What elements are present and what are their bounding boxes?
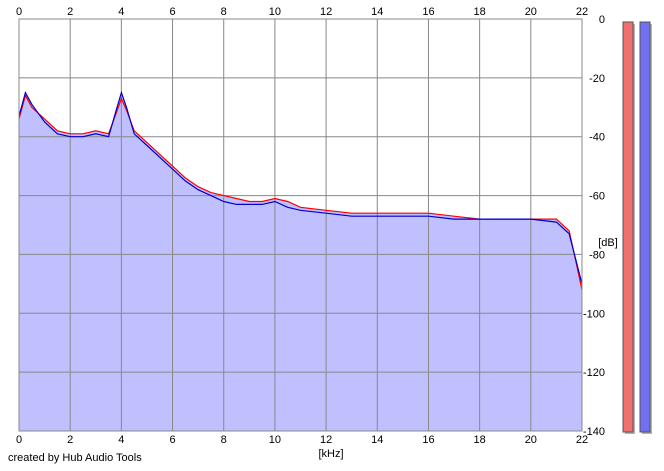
y-tick-label: -80 <box>589 249 605 261</box>
x-tick-label-bottom: 6 <box>169 434 175 446</box>
x-tick-label-top: 2 <box>67 6 73 18</box>
x-tick-label-top: 18 <box>474 6 486 18</box>
x-tick-label-bottom: 22 <box>576 434 588 446</box>
x-tick-label-top: 0 <box>16 6 22 18</box>
x-tick-label-top: 4 <box>118 6 124 18</box>
level-meter-blue <box>639 21 651 433</box>
y-tick-label: -60 <box>589 191 605 203</box>
y-tick-label: -140 <box>583 426 605 438</box>
x-tick-label-bottom: 4 <box>118 434 124 446</box>
y-tick-label: 0 <box>599 14 605 26</box>
plot-border <box>18 18 583 432</box>
series-line-blue <box>18 90 583 285</box>
y-axis-label: [dB] <box>598 237 618 249</box>
x-tick-label-bottom: 10 <box>269 434 281 446</box>
y-tick-label: -20 <box>589 73 605 85</box>
x-tick-label-bottom: 14 <box>371 434 383 446</box>
x-tick-label-top: 20 <box>525 6 537 18</box>
series-line-red <box>18 93 583 290</box>
x-tick-label-top: 8 <box>221 6 227 18</box>
spectrum-fill-area <box>19 92 582 431</box>
x-tick-label-bottom: 8 <box>221 434 227 446</box>
x-tick-label-bottom: 2 <box>67 434 73 446</box>
x-tick-label-top: 12 <box>320 6 332 18</box>
x-tick-label-top: 14 <box>371 6 383 18</box>
x-tick-label-top: 10 <box>269 6 281 18</box>
x-tick-label-bottom: 0 <box>16 434 22 446</box>
x-tick-label-bottom: 18 <box>474 434 486 446</box>
x-tick-label-bottom: 12 <box>320 434 332 446</box>
y-tick-label: -120 <box>583 367 605 379</box>
y-tick-label: -40 <box>589 132 605 144</box>
x-tick-label-top: 6 <box>169 6 175 18</box>
y-tick-label: -100 <box>583 308 605 320</box>
x-tick-label-bottom: 16 <box>422 434 434 446</box>
x-tick-label-top: 22 <box>576 6 588 18</box>
credit-text: created by Hub Audio Tools <box>8 452 142 464</box>
x-tick-label-bottom: 20 <box>525 434 537 446</box>
x-tick-label-top: 16 <box>422 6 434 18</box>
level-meter-red <box>622 21 634 433</box>
x-axis-label: [kHz] <box>318 448 343 460</box>
